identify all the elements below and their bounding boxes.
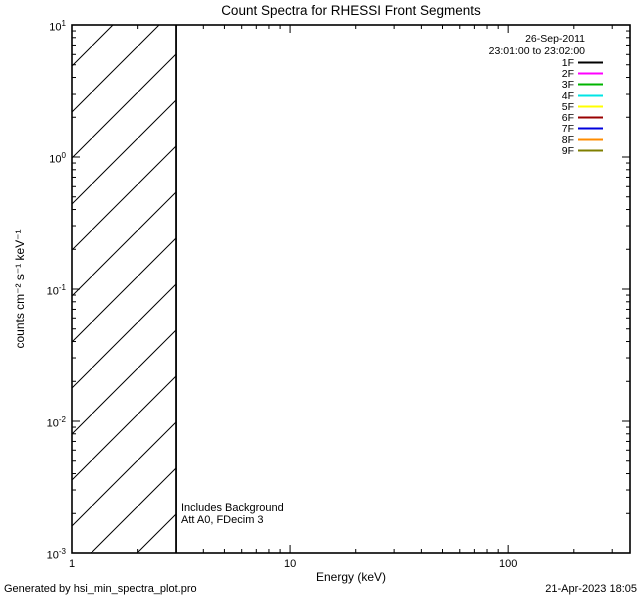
plot-frame (71, 24, 631, 554)
legend-entry-label: 7F (562, 123, 574, 135)
legend-entry-label: 4F (562, 90, 574, 102)
generated-timestamp: 21-Apr-2023 18:05 (545, 583, 637, 595)
y-tick-label: 101 (49, 19, 66, 34)
legend-time-range: 23:01:00 to 23:02:00 (489, 45, 585, 57)
legend-date: 26-Sep-2011 (525, 33, 585, 45)
y-tick-label: 10-2 (46, 415, 66, 430)
annotation-includes-background: Includes Background (181, 502, 284, 514)
y-tick-label: 10-1 (46, 283, 66, 298)
legend-entry-label: 2F (562, 68, 574, 80)
x-tick-label: 1 (69, 558, 75, 570)
legend-entry-label: 5F (562, 101, 574, 113)
legend-entry-label: 6F (562, 112, 574, 124)
hatch-fill (72, 25, 177, 553)
legend-entry-label: 9F (562, 145, 574, 157)
chart-title: Count Spectra for RHESSI Front Segments (221, 3, 481, 18)
hatched-region (72, 25, 177, 553)
x-tick-labels: 1 10 100 (69, 558, 517, 570)
x-tick-label: 100 (499, 558, 517, 570)
x-tick-label: 10 (284, 558, 296, 570)
legend-entry-label: 8F (562, 134, 574, 146)
y-tick-label: 10-3 (46, 547, 66, 562)
x-axis-label: Energy (keV) (315, 570, 387, 584)
generator-credit: Generated by hsi_min_spectra_plot.pro (4, 583, 197, 595)
legend: 26-Sep-2011 23:01:00 to 23:02:00 1F2F3F4… (489, 33, 603, 157)
y-tick-label: 100 (49, 151, 66, 166)
annotation-attenuator-state: Att A0, FDecim 3 (181, 514, 264, 526)
legend-entry-label: 3F (562, 79, 574, 91)
legend-entry-label: 1F (562, 57, 574, 69)
